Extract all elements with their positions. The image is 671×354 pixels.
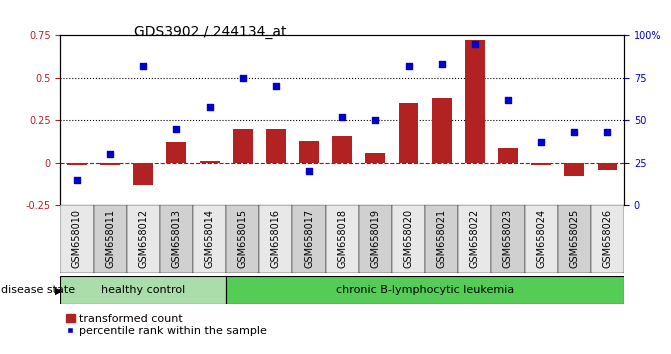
Text: GSM658012: GSM658012 <box>138 209 148 268</box>
Bar <box>226 205 259 273</box>
Point <box>105 152 115 157</box>
Text: chronic B-lymphocytic leukemia: chronic B-lymphocytic leukemia <box>336 285 514 295</box>
Text: GSM658018: GSM658018 <box>338 209 347 268</box>
Bar <box>392 205 425 273</box>
Point <box>535 139 546 145</box>
Point <box>72 177 83 183</box>
Point <box>204 104 215 110</box>
Text: GSM658022: GSM658022 <box>470 209 480 268</box>
Bar <box>127 205 160 273</box>
Bar <box>67 163 87 165</box>
Text: GSM658016: GSM658016 <box>271 209 281 268</box>
Point <box>238 75 248 81</box>
Bar <box>93 205 127 273</box>
Point <box>171 126 182 132</box>
Bar <box>325 205 359 273</box>
Bar <box>425 205 458 273</box>
Bar <box>564 163 584 176</box>
Point <box>138 63 149 69</box>
Bar <box>525 205 558 273</box>
Bar <box>266 129 286 163</box>
Bar <box>160 205 193 273</box>
Text: GSM658013: GSM658013 <box>171 209 181 268</box>
Bar <box>60 276 226 304</box>
Bar <box>498 148 518 163</box>
Bar <box>166 142 187 163</box>
Legend: transformed count, percentile rank within the sample: transformed count, percentile rank withi… <box>66 314 267 336</box>
Bar <box>366 153 385 163</box>
Bar <box>558 205 591 273</box>
Bar <box>431 98 452 163</box>
Bar <box>193 205 226 273</box>
Bar <box>259 205 293 273</box>
Text: GSM658023: GSM658023 <box>503 209 513 268</box>
Text: healthy control: healthy control <box>101 285 185 295</box>
Point <box>304 169 315 174</box>
Bar <box>200 161 219 163</box>
Bar <box>591 205 624 273</box>
Bar <box>226 276 624 304</box>
Text: GSM658024: GSM658024 <box>536 209 546 268</box>
Point <box>270 84 281 89</box>
Point <box>503 97 513 103</box>
Text: GSM658014: GSM658014 <box>205 209 215 268</box>
Text: GSM658020: GSM658020 <box>403 209 413 268</box>
Bar <box>233 129 253 163</box>
Text: GSM658011: GSM658011 <box>105 209 115 268</box>
Point <box>436 62 447 67</box>
Text: GSM658021: GSM658021 <box>437 209 447 268</box>
Text: disease state: disease state <box>1 285 74 295</box>
Text: GSM658010: GSM658010 <box>72 209 82 268</box>
Text: GSM658017: GSM658017 <box>304 209 314 268</box>
Point <box>470 41 480 47</box>
Bar <box>597 163 617 170</box>
Bar <box>100 163 120 165</box>
Text: GSM658026: GSM658026 <box>603 209 613 268</box>
Bar <box>332 136 352 163</box>
Bar <box>134 163 153 185</box>
Bar <box>458 205 491 273</box>
Point <box>602 130 613 135</box>
Bar <box>531 163 551 165</box>
Text: GDS3902 / 244134_at: GDS3902 / 244134_at <box>134 25 287 39</box>
Point <box>403 63 414 69</box>
Bar <box>465 40 484 163</box>
Point <box>337 114 348 120</box>
Bar <box>293 205 325 273</box>
Bar <box>299 141 319 163</box>
Bar <box>60 205 93 273</box>
Point <box>370 118 380 123</box>
Bar <box>491 205 525 273</box>
Point <box>569 130 580 135</box>
Text: ▶: ▶ <box>55 285 62 295</box>
Bar <box>359 205 392 273</box>
Text: GSM658019: GSM658019 <box>370 209 380 268</box>
Bar <box>399 103 419 163</box>
Text: GSM658025: GSM658025 <box>569 209 579 268</box>
Text: GSM658015: GSM658015 <box>238 209 248 268</box>
